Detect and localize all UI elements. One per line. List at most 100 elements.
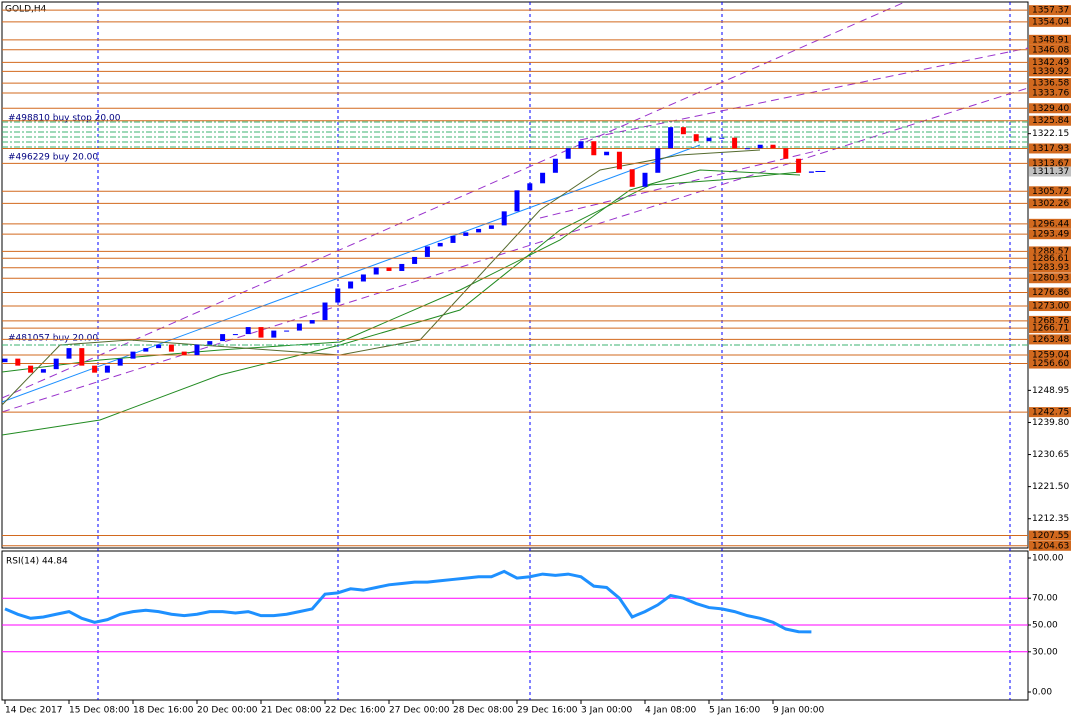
level-tag [1029, 349, 1071, 360]
level-label: 1268.76 [1032, 316, 1069, 326]
candle [15, 358, 21, 366]
level-tag [1029, 407, 1071, 418]
order-label: #496229 buy 20.00 [8, 153, 98, 163]
candle [143, 348, 149, 352]
y-tick-label: 1248.95 [1032, 386, 1069, 396]
level-tag [1029, 301, 1071, 312]
level-tag [1029, 530, 1071, 541]
level-label: 1342.49 [1032, 58, 1069, 68]
level-label: 1346.08 [1032, 45, 1069, 55]
candle [796, 158, 802, 173]
level-tag [1029, 103, 1071, 114]
candle [28, 365, 34, 373]
level-tag [1029, 218, 1071, 229]
x-tick-label: 20 Dec 00:00 [197, 706, 258, 716]
candle [40, 369, 46, 373]
level-tag [1029, 540, 1071, 551]
main-panel [1, 1, 1029, 549]
level-label: 1336.58 [1032, 79, 1069, 89]
y-tick-label: 1212.35 [1032, 514, 1069, 524]
level-tag [1029, 115, 1071, 126]
candle [463, 232, 469, 236]
order-label: #481057 buy 20.00 [8, 334, 98, 344]
level-tag [1029, 323, 1071, 334]
candle [642, 172, 648, 187]
level-tag [1029, 143, 1071, 154]
candle [245, 327, 251, 335]
candle [92, 365, 98, 373]
y-tick-label: 1230.65 [1032, 450, 1069, 460]
level-label: 1204.63 [1032, 541, 1069, 551]
candle [194, 344, 200, 356]
level-tag [1029, 262, 1071, 273]
candle [757, 144, 763, 149]
level-label: 1354.04 [1032, 17, 1069, 27]
level-tag [1029, 34, 1071, 45]
x-tick-label: 15 Dec 08:00 [69, 706, 130, 716]
level-label: 1329.40 [1032, 104, 1069, 114]
level-label: 1283.93 [1032, 263, 1069, 273]
candle [629, 169, 635, 187]
level-tag [1029, 358, 1071, 369]
candle [565, 148, 571, 159]
candle [117, 358, 123, 366]
y-tick-label: 30.00 [1032, 647, 1058, 657]
level-label: 1348.91 [1032, 35, 1069, 45]
candle [386, 267, 392, 271]
candle [168, 344, 174, 352]
candle [616, 151, 622, 170]
candle [424, 246, 430, 257]
candle [783, 148, 789, 159]
candle [808, 171, 814, 173]
x-tick-label: 18 Dec 16:00 [133, 706, 194, 716]
level-label: 1288.57 [1032, 247, 1069, 257]
level-label: 1207.55 [1032, 531, 1069, 541]
level-label: 1256.60 [1032, 359, 1069, 369]
candle [437, 242, 443, 247]
level-label: 1242.75 [1032, 408, 1069, 418]
y-tick-label: 0.00 [1032, 688, 1052, 698]
level-label: 1296.44 [1032, 219, 1069, 229]
candle [258, 327, 264, 338]
candle [156, 344, 162, 349]
candle [309, 320, 315, 324]
rsi-title: RSI(14) 44.84 [6, 557, 68, 567]
price-tag [1029, 166, 1071, 177]
candle [360, 274, 366, 282]
candle [450, 235, 456, 243]
candle [655, 148, 661, 173]
level-label: 1317.93 [1032, 144, 1069, 154]
candle [284, 330, 290, 332]
y-tick-label: 1322.15 [1032, 129, 1069, 139]
level-tag [1029, 87, 1071, 98]
candle [296, 323, 302, 331]
level-label: 1305.72 [1032, 187, 1069, 197]
level-label: 1357.37 [1032, 6, 1069, 16]
candle [680, 127, 686, 135]
candle [527, 183, 533, 191]
level-label: 1266.71 [1032, 324, 1069, 334]
level-tag [1029, 158, 1071, 169]
level-tag [1029, 315, 1071, 326]
candle [412, 256, 418, 264]
candle [604, 151, 610, 156]
y-tick-label: 50.00 [1032, 621, 1058, 631]
candle [540, 172, 546, 184]
y-tick-label: 70.00 [1032, 594, 1058, 604]
candle [2, 358, 8, 363]
x-tick-label: 5 Jan 16:00 [709, 706, 761, 716]
candle [271, 330, 277, 338]
candle [322, 302, 328, 321]
x-tick-label: 27 Dec 00:00 [389, 706, 450, 716]
candle [744, 148, 750, 150]
level-tag [1029, 246, 1071, 257]
candle [514, 190, 520, 212]
candle [706, 137, 712, 142]
candle [591, 141, 597, 156]
level-tag [1029, 186, 1071, 197]
level-tag [1029, 253, 1071, 264]
level-label: 1280.93 [1032, 274, 1069, 284]
level-label: 1325.84 [1032, 116, 1069, 126]
level-tag [1029, 287, 1071, 298]
candle [501, 211, 507, 226]
